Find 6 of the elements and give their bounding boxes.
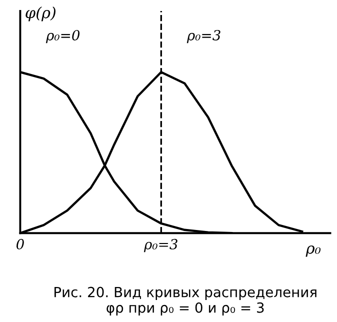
text: ρ₀=0 (46, 30, 80, 44)
text: ρ₀=3 (186, 30, 220, 44)
x-axis-title: ρ₀ (306, 245, 321, 257)
y-axis-title: φ(ρ) (26, 6, 56, 22)
text: Рис. 20. Вид кривых распределения φρ при ρ₀ = 0 и ρ₀ = 3 (54, 286, 316, 316)
x-tick-label: 0 (16, 238, 24, 250)
